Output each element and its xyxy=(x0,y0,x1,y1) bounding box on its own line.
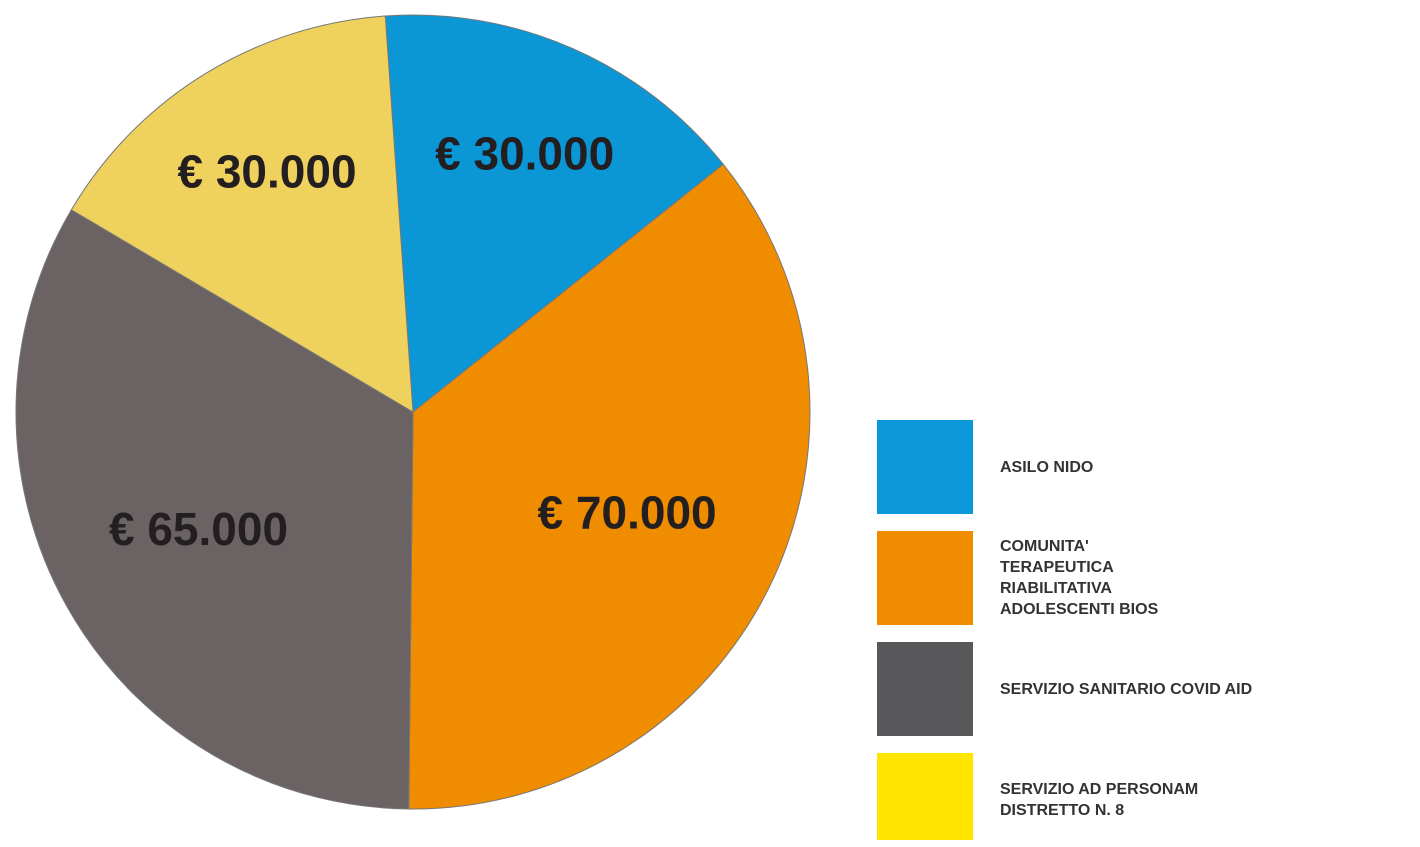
slice-label: € 70.000 xyxy=(538,487,717,539)
pie-slice xyxy=(15,209,414,810)
legend-label: SERVIZIO AD PERSONAM DISTRETTO N. 8 xyxy=(1000,781,1199,819)
pie-slice xyxy=(384,14,724,413)
legend-swatch xyxy=(877,420,973,514)
slice-label: € 65.000 xyxy=(109,503,288,555)
slice-label: € 30.000 xyxy=(435,128,614,180)
legend-swatch xyxy=(877,642,973,736)
legend-label: SERVIZIO SANITARIO COVID AID xyxy=(1000,680,1253,698)
legend-label: ASILO NIDO xyxy=(1000,458,1094,476)
slice-label: € 30.000 xyxy=(177,146,356,198)
legend-swatch xyxy=(877,531,973,625)
pie-slice xyxy=(408,163,811,810)
legend-swatch xyxy=(877,753,973,840)
pie-slice xyxy=(70,15,414,413)
legend-label: COMUNITA' TERAPEUTICA RIABILITATIVA ADOL… xyxy=(1000,538,1159,618)
